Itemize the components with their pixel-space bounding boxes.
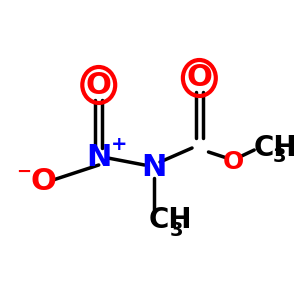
Text: 3: 3 xyxy=(272,146,286,166)
Text: +: + xyxy=(111,136,127,154)
Text: −: − xyxy=(16,163,31,181)
Text: 3: 3 xyxy=(170,220,184,239)
Text: CH: CH xyxy=(148,206,192,234)
Text: O: O xyxy=(186,64,212,92)
Text: O: O xyxy=(86,70,112,100)
Text: O: O xyxy=(223,150,244,174)
Text: N: N xyxy=(141,154,166,182)
Text: O: O xyxy=(31,167,57,196)
Text: CH: CH xyxy=(253,134,297,162)
Text: N: N xyxy=(86,143,111,172)
